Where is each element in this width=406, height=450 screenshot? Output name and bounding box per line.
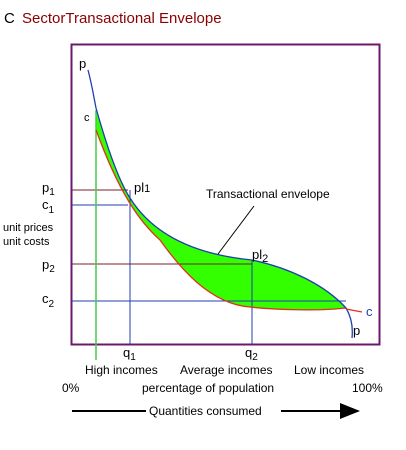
p2-label: p2 (42, 257, 55, 275)
cost-curve (95, 129, 347, 311)
q2-label: q2 (245, 345, 258, 363)
low-incomes-label: Low incomes (294, 363, 364, 377)
p1-label: p1 (42, 180, 55, 198)
plot-frame (70, 43, 381, 346)
pl2-label: pl2 (252, 247, 268, 265)
pl1-label: pl1 (134, 180, 150, 195)
cost-curve-tail (345, 308, 363, 313)
quantities-label: Quantities consumed (149, 404, 262, 418)
c-curve-top-label: c (84, 112, 90, 124)
p-curve-top-label: p (79, 56, 86, 71)
price-curve (87, 69, 353, 339)
envelope-label: Transactional envelope (206, 187, 330, 201)
unit-costs-label: unit costs (3, 236, 50, 248)
hundred-percent-label: 100% (352, 381, 383, 395)
c1-label: c1 (42, 197, 55, 216)
q1-label: q1 (123, 345, 136, 363)
p-curve-bottom-label: p (353, 323, 360, 338)
high-incomes-label: High incomes (85, 363, 158, 377)
c2-label: c2 (42, 291, 55, 310)
title-text: SectorTransactional Envelope (22, 10, 222, 27)
unit-prices-label: unit prices (3, 222, 54, 234)
c-curve-right-label: c (366, 304, 373, 319)
average-incomes-label: Average incomes (180, 363, 273, 377)
zero-percent-label: 0% (62, 381, 80, 395)
population-label: percentage of population (142, 381, 274, 395)
title-letter: C (4, 10, 15, 27)
envelope-pointer-line (217, 205, 255, 255)
transactional-envelope-area (96, 108, 346, 310)
